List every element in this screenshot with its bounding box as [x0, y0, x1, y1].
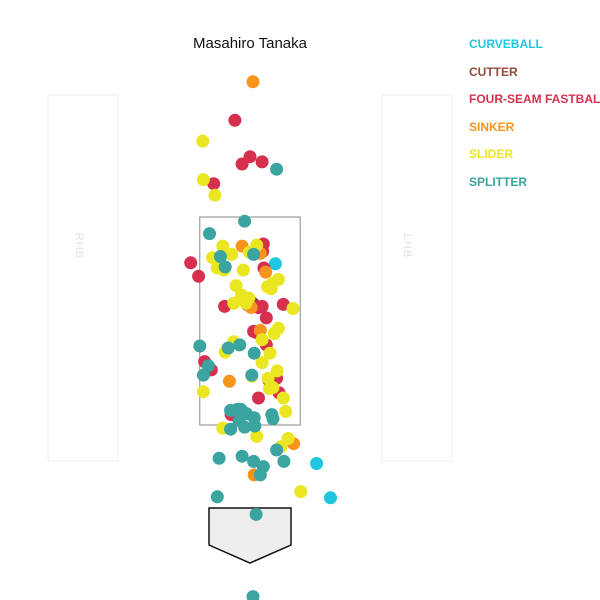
point-slider-12	[271, 272, 285, 286]
point-splitter-19	[238, 420, 252, 434]
chart-title: Masahiro Tanaka	[193, 35, 308, 52]
point-slider-10	[229, 279, 243, 293]
point-curveball-1	[310, 457, 324, 470]
pitch-points	[184, 75, 337, 600]
point-slider-39	[286, 302, 300, 315]
point-slider-25	[270, 364, 284, 378]
point-sinker-0	[246, 75, 260, 89]
point-slider-4	[225, 247, 239, 261]
point-slider-33	[279, 405, 293, 418]
legend-item-sinker: SINKER	[469, 119, 515, 134]
point-slider-21	[267, 327, 281, 340]
point-splitter-8	[196, 368, 210, 382]
legend: CURVEBALL CUTTER FOUR-SEAM FASTBALL SINKER S…	[469, 36, 600, 202]
point-splitter-5	[213, 250, 227, 263]
point-four-seam-fastball-0	[228, 113, 242, 127]
point-slider-0	[196, 134, 210, 148]
point-slider-17	[227, 296, 241, 310]
point-slider-38	[294, 485, 308, 499]
point-four-seam-fastball-24	[252, 391, 265, 405]
point-splitter-0	[270, 162, 284, 176]
point-sinker-5	[222, 374, 236, 388]
point-slider-18	[264, 282, 278, 296]
point-curveball-0	[268, 257, 282, 271]
point-slider-3	[216, 239, 230, 253]
point-splitter-4	[218, 260, 232, 274]
point-slider-16	[239, 296, 253, 310]
point-splitter-6	[193, 339, 207, 353]
point-four-seam-fastball-9	[184, 256, 198, 270]
point-splitter-1	[203, 227, 216, 241]
lhb-label: LHB	[401, 234, 413, 258]
point-slider-22	[255, 333, 269, 347]
point-splitter-27	[256, 460, 270, 474]
point-slider-32	[196, 385, 210, 399]
point-slider-1	[196, 173, 210, 187]
legend-item-splitter: SPLITTER	[469, 174, 528, 189]
point-four-seam-fastball-10	[192, 269, 206, 283]
legend-item-cutter: CUTTER	[469, 64, 518, 79]
point-splitter-3	[247, 247, 261, 261]
point-sinker-3	[259, 265, 273, 279]
point-four-seam-fastball-3	[235, 157, 249, 171]
point-slider-9	[236, 263, 250, 277]
point-slider-30	[266, 381, 280, 395]
point-splitter-20	[248, 419, 262, 433]
point-splitter-12	[245, 368, 259, 382]
point-slider-31	[276, 391, 290, 405]
point-curveball-2	[324, 491, 337, 505]
point-slider-2	[208, 188, 222, 202]
point-splitter-33	[246, 590, 260, 600]
point-splitter-32	[249, 507, 263, 521]
point-splitter-22	[265, 408, 279, 422]
point-splitter-29	[270, 443, 284, 457]
point-slider-23	[263, 346, 277, 360]
point-splitter-25	[235, 449, 249, 463]
lhb-batter-box	[381, 94, 453, 462]
point-splitter-24	[212, 451, 226, 465]
point-splitter-2	[238, 214, 252, 228]
point-splitter-30	[277, 454, 291, 468]
point-splitter-31	[210, 490, 224, 504]
point-splitter-28	[247, 454, 261, 468]
point-slider-35	[250, 429, 264, 443]
point-four-seam-fastball-15	[259, 311, 273, 325]
legend-item-four-seam-fastball: FOUR-SEAM FASTBALL	[469, 92, 600, 107]
point-slider-26	[255, 356, 269, 370]
legend-item-curveball: CURVEBALL	[469, 37, 543, 51]
point-splitter-11	[247, 346, 261, 360]
point-four-seam-fastball-11	[276, 297, 290, 311]
rhb-batter-box	[47, 94, 119, 462]
point-splitter-9	[221, 341, 235, 355]
rhb-label: RHB	[73, 233, 85, 259]
point-slider-37	[281, 432, 295, 445]
point-four-seam-fastball-4	[207, 177, 221, 191]
point-splitter-23	[224, 422, 238, 436]
point-splitter-10	[233, 338, 247, 352]
legend-item-slider: SLIDER	[469, 147, 514, 162]
point-four-seam-fastball-2	[255, 155, 269, 169]
home-plate	[208, 507, 292, 564]
